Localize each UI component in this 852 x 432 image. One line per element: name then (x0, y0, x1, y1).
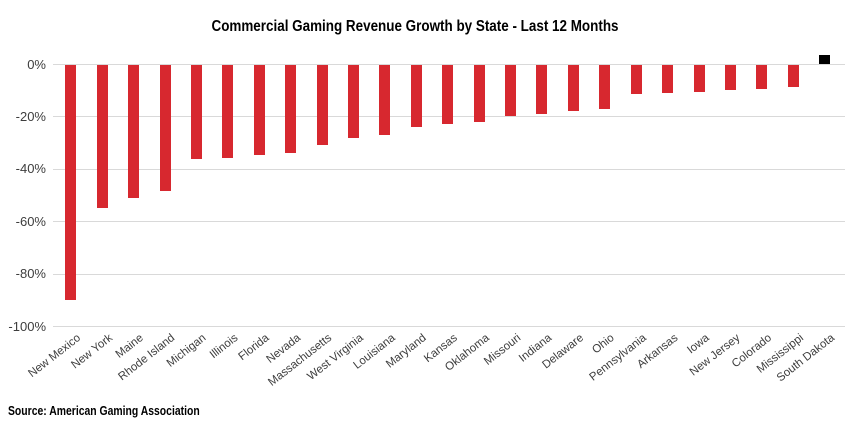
bar-oklahoma (473, 65, 485, 123)
bar-massachusetts (316, 65, 328, 146)
y-axis-tick-label: -60% (15, 213, 46, 229)
bar-rhode-island (159, 65, 171, 192)
bar-florida (253, 65, 265, 155)
bar-michigan (190, 65, 202, 159)
bar-indiana (536, 65, 548, 115)
bar-nevada (285, 65, 297, 154)
bar-colorado (756, 65, 768, 89)
gridline--100% (53, 326, 845, 327)
bar-maryland (410, 65, 422, 127)
bar-ohio (599, 65, 611, 110)
bar-new-mexico (65, 65, 77, 300)
bar-illinois (222, 65, 234, 158)
bar-pennsylvania (630, 65, 642, 94)
y-axis-tick-label: -100% (8, 318, 46, 334)
bar-west-virginia (348, 65, 359, 138)
y-axis-tick-label: -40% (15, 161, 46, 177)
bar-missouri (505, 65, 516, 116)
gridline--40% (53, 168, 845, 170)
gridline-0% (53, 64, 845, 65)
bar-kansas (442, 65, 454, 125)
bar-south-dakota (819, 55, 831, 64)
bar-arkansas (662, 65, 674, 94)
y-axis-tick-label: -20% (15, 108, 46, 124)
y-axis-tick-label: 0% (27, 56, 46, 72)
bar-iowa (693, 65, 705, 92)
source-note: Source: American Gaming Association (8, 403, 200, 418)
bar-new-york (96, 65, 108, 209)
gridline--60% (53, 221, 845, 223)
chart-title: Commercial Gaming Revenue Growth by Stat… (211, 18, 619, 35)
bar-new-jersey (724, 65, 736, 90)
bar-louisiana (379, 65, 391, 135)
bar-mississippi (787, 65, 799, 87)
y-axis-tick-label: -80% (15, 266, 46, 282)
x-axis-label-illinois: Illinois (207, 332, 241, 362)
bar-delaware (567, 65, 579, 112)
gridline--80% (53, 273, 845, 275)
bar-maine (128, 65, 140, 198)
